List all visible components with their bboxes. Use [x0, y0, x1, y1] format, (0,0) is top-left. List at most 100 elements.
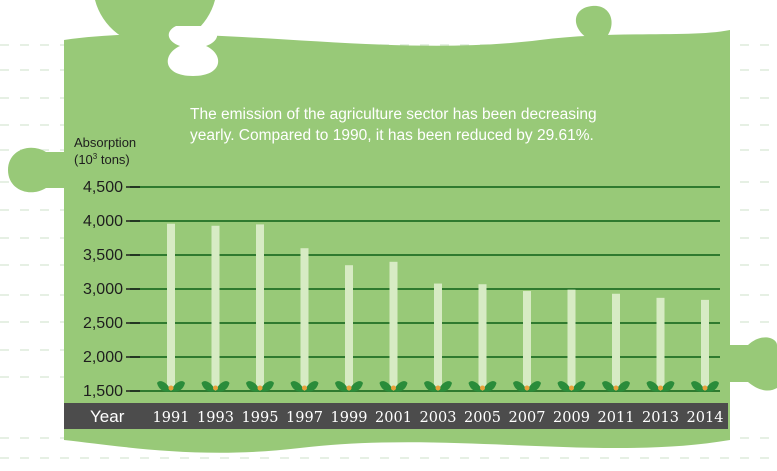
- bar: [256, 224, 264, 391]
- sprout-bud: [702, 385, 708, 391]
- sprout-leaf-right: [705, 381, 719, 392]
- sprout-icon: [157, 381, 185, 392]
- sprout-leaf-right: [304, 381, 319, 392]
- bar: [434, 283, 442, 391]
- sprout-leaf-right: [260, 381, 274, 392]
- sprout-bud: [435, 385, 441, 391]
- sprout-icon: [335, 381, 363, 392]
- grid-lines: [126, 186, 720, 392]
- bar: [523, 291, 531, 391]
- sprout-leaf-left: [201, 381, 216, 392]
- sprout-bud: [168, 385, 174, 391]
- bar: [389, 261, 398, 391]
- bar: [167, 223, 175, 391]
- x-tick-label: 1999: [331, 410, 368, 426]
- sprout-icon: [246, 381, 274, 392]
- bar: [656, 297, 665, 391]
- bar: [478, 284, 487, 391]
- sprout-leaf-right: [438, 381, 452, 392]
- sprout-leaf-right: [660, 381, 675, 392]
- sprout-leaf-right: [571, 381, 586, 392]
- sprout-icon: [290, 381, 319, 392]
- y-tick-label: 2,000: [83, 349, 123, 366]
- sprout-leaf-right: [171, 381, 185, 392]
- sprouts: [157, 381, 719, 392]
- bar: [211, 225, 220, 391]
- bar: [701, 299, 709, 391]
- y-axis-title-line-1: Absorption: [74, 135, 136, 150]
- sprout-leaf-left: [557, 381, 572, 392]
- sprout-leaf-left: [157, 381, 171, 392]
- sprout-bud: [346, 385, 352, 391]
- sprout-leaf-left: [513, 381, 527, 392]
- x-tick-label: 2011: [598, 410, 635, 426]
- x-tick-label: 2014: [687, 410, 724, 426]
- sprout-leaf-left: [468, 381, 483, 392]
- green-panel: [64, 30, 730, 453]
- sprout-bud: [524, 385, 530, 391]
- sprout-leaf-right: [616, 381, 630, 392]
- bar: [300, 248, 309, 391]
- y-tick-labels: 4,500 4,000 3,500 3,000 2,500 2,000 1,500: [83, 179, 123, 400]
- sprout-bud: [257, 385, 263, 391]
- right-puzzle-knob: [726, 337, 777, 391]
- sprout-bud: [658, 385, 663, 391]
- sprout-icon: [602, 381, 630, 392]
- sprout-leaf-left: [335, 381, 349, 392]
- x-tick-label: 1991: [153, 410, 190, 426]
- x-tick-label: 2009: [553, 410, 590, 426]
- sprout-bud: [613, 385, 619, 391]
- sprout-leaf-left: [691, 381, 705, 392]
- x-tick-label: 2013: [642, 410, 679, 426]
- sprout-icon: [691, 381, 719, 392]
- x-tick-label: 2005: [464, 410, 501, 426]
- sprout-leaf-left: [602, 381, 616, 392]
- sprout-leaf-left: [246, 381, 260, 392]
- y-tick-label: 4,000: [83, 213, 123, 230]
- sprout-bud: [569, 385, 574, 391]
- sprout-leaf-right: [393, 381, 408, 392]
- annotation-line-2: yearly. Compared to 1990, it has been re…: [190, 127, 594, 144]
- x-tick-label: 2007: [509, 410, 546, 426]
- sprout-leaf-left: [379, 381, 394, 392]
- sprout-icon: [468, 381, 497, 392]
- sprout-icon: [646, 381, 675, 392]
- x-tick-label: 1993: [197, 410, 234, 426]
- x-tick-label: 2001: [375, 410, 412, 426]
- sprout-bud: [391, 385, 396, 391]
- sprout-leaf-right: [349, 381, 363, 392]
- sprout-leaf-right: [482, 381, 497, 392]
- bar: [567, 289, 576, 391]
- x-tick-label: 1997: [286, 410, 323, 426]
- sprout-bud: [302, 385, 307, 391]
- sprout-icon: [513, 381, 541, 392]
- sprout-bud: [480, 385, 485, 391]
- y-tick-label: 3,500: [83, 247, 123, 264]
- y-tick-label: 3,000: [83, 281, 123, 298]
- sprout-leaf-right: [215, 381, 230, 392]
- sprout-leaf-left: [424, 381, 438, 392]
- y-axis-title-line-2: (103 tons): [74, 152, 130, 167]
- sprout-leaf-right: [527, 381, 541, 392]
- top-right-puzzle-knob: [575, 5, 612, 56]
- sprout-icon: [201, 381, 230, 392]
- sprout-icon: [379, 381, 408, 392]
- x-axis-title: Year: [90, 407, 125, 426]
- annotation-line-1: The emission of the agriculture sector h…: [190, 106, 597, 123]
- sprout-bud: [213, 385, 218, 391]
- top-puzzle-notch: [167, 26, 219, 76]
- sprout-leaf-left: [290, 381, 305, 392]
- y-tick-label: 4,500: [83, 179, 123, 196]
- bar: [345, 265, 353, 391]
- y-tick-label: 2,500: [83, 315, 123, 332]
- sprout-leaf-left: [646, 381, 661, 392]
- y-tick-label: 1,500: [83, 383, 123, 400]
- bar: [612, 293, 620, 391]
- sprout-icon: [424, 381, 452, 392]
- x-tick-labels: 1991 1993 1995 1997 1999 2001 2003 2005 2007 2009…: [153, 410, 724, 426]
- bars: [167, 223, 709, 391]
- left-puzzle-knob: [8, 147, 66, 193]
- x-tick-label: 1995: [242, 410, 279, 426]
- year-band: [64, 403, 728, 429]
